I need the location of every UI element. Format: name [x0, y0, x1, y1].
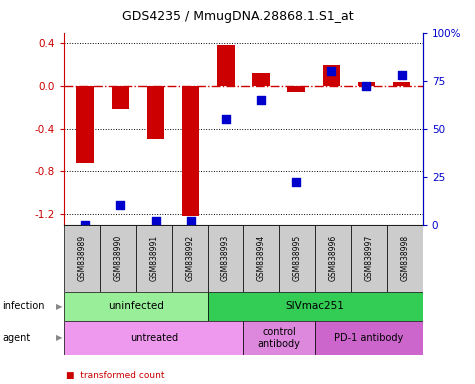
Point [222, 116, 229, 122]
Text: SIVmac251: SIVmac251 [286, 301, 344, 311]
Point [257, 97, 265, 103]
Bar [100, 225, 136, 292]
Text: uninfected: uninfected [108, 301, 164, 311]
Bar [217, 45, 235, 86]
Text: GSM838989: GSM838989 [77, 235, 86, 281]
Point [293, 179, 300, 185]
Text: GSM838993: GSM838993 [221, 235, 230, 281]
Bar [393, 82, 410, 86]
Bar [358, 82, 375, 86]
Text: control
antibody: control antibody [258, 327, 301, 349]
Text: GSM838994: GSM838994 [257, 235, 266, 281]
Text: GSM838992: GSM838992 [185, 235, 194, 281]
Text: GSM838990: GSM838990 [114, 235, 123, 281]
Bar [208, 225, 244, 292]
Point [328, 68, 335, 74]
Text: agent: agent [2, 333, 30, 343]
Bar [112, 86, 129, 109]
Text: GSM838997: GSM838997 [364, 235, 373, 281]
Bar [315, 321, 423, 355]
Bar [287, 86, 305, 93]
Bar [279, 225, 315, 292]
Text: GDS4235 / MmugDNA.28868.1.S1_at: GDS4235 / MmugDNA.28868.1.S1_at [122, 10, 353, 23]
Bar [182, 86, 200, 216]
Text: ▶: ▶ [56, 333, 63, 343]
Bar [244, 321, 315, 355]
Bar [64, 321, 244, 355]
Bar [252, 73, 270, 86]
Point [152, 218, 159, 224]
Bar [64, 225, 100, 292]
Text: GSM838996: GSM838996 [329, 235, 338, 281]
Bar [76, 86, 94, 163]
Point [398, 72, 406, 78]
Text: GSM838991: GSM838991 [149, 235, 158, 281]
Bar [351, 225, 387, 292]
Bar [147, 86, 164, 139]
Point [363, 83, 371, 89]
Bar [64, 292, 208, 321]
Text: infection: infection [2, 301, 45, 311]
Point [81, 222, 89, 228]
Bar [315, 225, 351, 292]
Bar [172, 225, 208, 292]
Text: untreated: untreated [130, 333, 178, 343]
Bar [208, 292, 423, 321]
Point [116, 202, 124, 209]
Bar [323, 65, 340, 86]
Text: GSM838998: GSM838998 [400, 235, 409, 281]
Point [187, 218, 194, 224]
Text: GSM838995: GSM838995 [293, 235, 302, 281]
Bar [136, 225, 172, 292]
Text: ▶: ▶ [56, 302, 63, 311]
Bar [387, 225, 423, 292]
Bar [244, 225, 279, 292]
Text: ■  transformed count: ■ transformed count [66, 371, 165, 379]
Text: PD-1 antibody: PD-1 antibody [334, 333, 404, 343]
